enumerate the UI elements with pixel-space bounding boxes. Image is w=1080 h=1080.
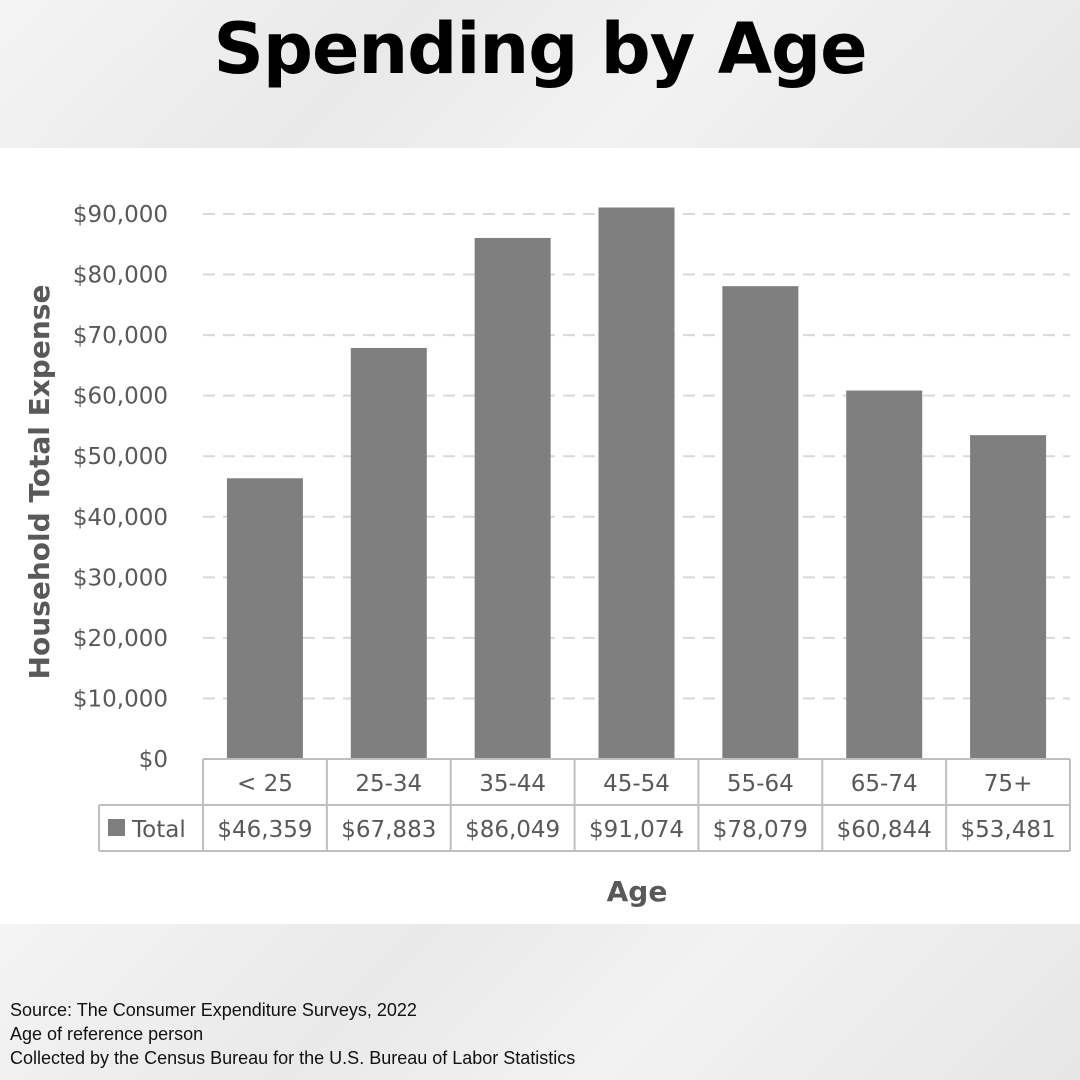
- bar: [226, 478, 303, 759]
- x-tick-label: 35-44: [479, 771, 546, 797]
- y-tick-label: $90,000: [73, 202, 168, 228]
- bar: [970, 435, 1047, 759]
- y-tick-label: $10,000: [73, 686, 168, 712]
- page-title: Spending by Age: [213, 8, 867, 90]
- x-tick-label: 45-54: [603, 771, 670, 797]
- data-label: $46,359: [217, 817, 312, 843]
- source-notes: Source: The Consumer Expenditure Surveys…: [10, 998, 575, 1070]
- bar: [474, 237, 551, 759]
- data-label: $53,481: [961, 817, 1056, 843]
- legend-swatch: [108, 819, 125, 836]
- y-axis-title: Household Total Expense: [23, 285, 56, 680]
- source-line: Source: The Consumer Expenditure Surveys…: [10, 1000, 417, 1020]
- x-tick-label: 55-64: [727, 771, 794, 797]
- y-tick-label: $50,000: [73, 444, 168, 470]
- footer-background: [0, 924, 1080, 1080]
- y-tick-label: $0: [139, 747, 168, 773]
- data-label: $67,883: [341, 817, 436, 843]
- y-tick-label: $60,000: [73, 384, 168, 410]
- source-line: Age of reference person: [10, 1024, 204, 1044]
- bar: [722, 286, 799, 759]
- x-tick-label: 75+: [984, 771, 1033, 797]
- x-axis-title: Age: [607, 875, 668, 908]
- data-label: $91,074: [589, 817, 684, 843]
- y-tick-label: $80,000: [73, 263, 168, 289]
- header-background: [0, 0, 1080, 148]
- y-tick-label: $30,000: [73, 565, 168, 591]
- bar: [598, 207, 675, 759]
- legend-label: Total: [131, 817, 186, 843]
- bar: [350, 347, 427, 759]
- y-tick-label: $20,000: [73, 626, 168, 652]
- y-tick-label: $70,000: [73, 323, 168, 349]
- x-tick-label: 25-34: [355, 771, 422, 797]
- x-tick-label: < 25: [237, 771, 293, 797]
- data-label: $78,079: [713, 817, 808, 843]
- x-tick-label: 65-74: [851, 771, 918, 797]
- source-line: Collected by the Census Bureau for the U…: [10, 1048, 576, 1068]
- data-label: $86,049: [465, 817, 560, 843]
- y-tick-label: $40,000: [73, 505, 168, 531]
- bar: [846, 390, 923, 759]
- data-label: $60,844: [837, 817, 932, 843]
